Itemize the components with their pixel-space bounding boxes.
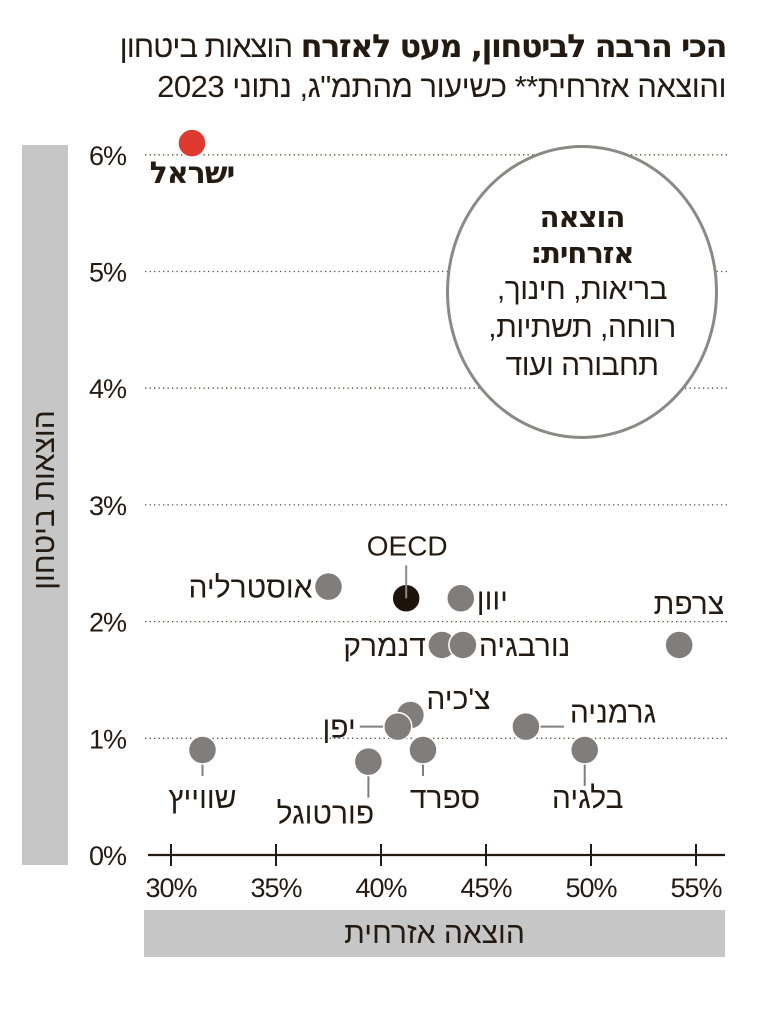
data-label: אוסטרליה (188, 572, 312, 605)
data-label: פורטוגל (277, 798, 374, 831)
x-tick-label: 45% (460, 873, 512, 903)
data-points (177, 128, 694, 777)
x-axis-label-bar: הוצאה אזרחית (144, 910, 725, 957)
data-label: צ'כיה (426, 683, 490, 716)
y-tick-label: 0% (89, 841, 127, 871)
x-tick-label: 55% (670, 873, 722, 903)
x-axis-label: הוצאה אזרחית (344, 916, 525, 950)
data-point-marker (353, 746, 384, 777)
data-label: בלגיה (552, 782, 624, 815)
chart-subtitle: והוצאה אזרחית** כשיעור מהתמ"ג, נתוני 202… (157, 69, 726, 104)
data-label: יוון (477, 583, 508, 616)
data-label: דנמרק (343, 630, 426, 663)
data-label: יפן (323, 712, 356, 745)
data-point-marker (313, 571, 344, 602)
y-tick-label: 6% (89, 141, 127, 171)
data-label: צרפת (654, 588, 725, 621)
x-axis: 30% 35% 40% 45% 50% 55% (145, 844, 725, 903)
y-axis-label-bar: הוצאות ביטחון (22, 145, 68, 865)
data-label: OECD (367, 530, 448, 561)
label-leader-lines (201, 725, 586, 798)
chart-title: הכי הרבה לביטחון, מעט לאזרח הוצאות ביטחו… (26, 26, 728, 67)
data-point-marker (383, 711, 413, 742)
data-label: שווייץ (168, 782, 236, 815)
y-tick-label: 3% (89, 491, 127, 521)
chart-title-block: הכי הרבה לביטחון, מעט לאזרח הוצאות ביטחו… (26, 26, 728, 107)
y-tick-label: 2% (89, 608, 127, 638)
x-tick-label: 35% (250, 873, 302, 903)
data-labels: ישראל אוסטרליה OECD יוון דנמרק נורבגיה צרפת צ'כ… (150, 156, 725, 831)
data-point-marker (511, 711, 541, 742)
callout-body-2: רווחה, תשתיות, (488, 311, 676, 344)
callout-heading-2: אזרחית: (530, 236, 634, 270)
y-tick-label: 1% (89, 724, 127, 754)
callout-body-1: בריאות, חינוך, (496, 273, 668, 306)
callout-heading-1: הוצאה (539, 200, 626, 234)
y-tick-label: 5% (89, 258, 127, 288)
data-point-marker (569, 735, 600, 765)
title-bold: הכי הרבה לביטחון, מעט לאזרח (300, 27, 728, 65)
data-label: ספרד (410, 782, 480, 815)
y-tick-label: 4% (89, 374, 127, 404)
data-point-marker (664, 630, 694, 660)
data-label: גרמניה (570, 697, 656, 730)
data-label: נורבגיה (479, 630, 570, 663)
data-label: ישראל (150, 156, 235, 191)
callout-body-3: תחבורה ועוד (505, 349, 659, 382)
title-light: הוצאות ביטחון (119, 29, 293, 64)
data-point-marker (408, 735, 438, 765)
civil-expense-callout: הוצאה אזרחית: בריאות, חינוך, רווחה, תשתי… (446, 145, 718, 439)
data-point-marker (446, 583, 476, 614)
y-axis-ticks: 0% 1% 2% 3% 4% 5% 6% (89, 141, 128, 871)
data-point-marker (177, 128, 207, 158)
x-tick-label: 50% (565, 873, 617, 903)
x-tick-label: 30% (145, 873, 197, 903)
x-tick-label: 40% (355, 873, 407, 903)
data-point-marker (448, 630, 478, 660)
data-point-marker (187, 735, 218, 765)
